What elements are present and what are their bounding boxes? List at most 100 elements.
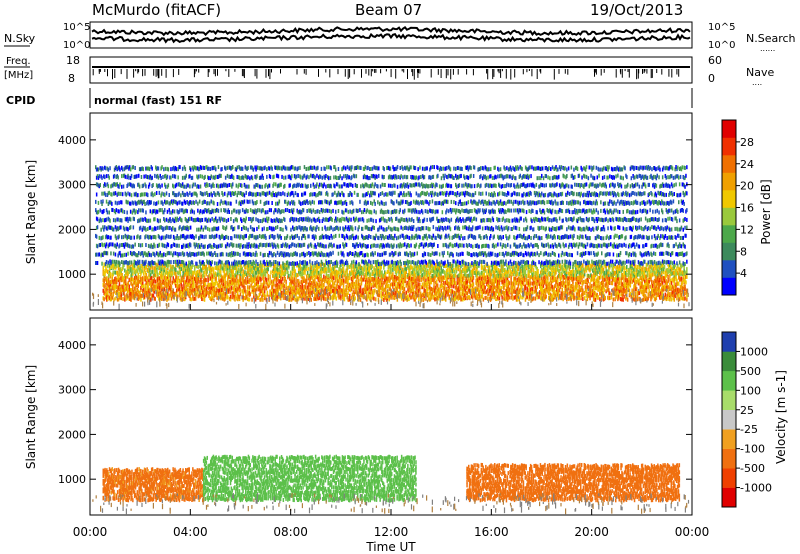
echo-cell (610, 263, 613, 268)
echo-cell (227, 290, 229, 294)
echo-cell (245, 280, 247, 285)
echo-cell (635, 291, 637, 296)
echo-cell (237, 263, 240, 268)
echo-cell (295, 285, 297, 290)
echo-cell (295, 272, 297, 277)
echo-cell (290, 297, 293, 302)
echo-cell (162, 271, 165, 276)
echo-cell (498, 284, 501, 289)
echo-cell (274, 283, 277, 288)
echo-cell (175, 273, 177, 278)
echo-cell (161, 277, 164, 282)
echo-cell (169, 278, 172, 283)
echo-cell (161, 273, 164, 278)
echo-cell (196, 276, 199, 281)
echo-cell (230, 285, 233, 290)
echo-cell (191, 275, 193, 280)
echo-cell (152, 293, 155, 298)
echo-cell (289, 286, 292, 291)
echo-cell (158, 266, 160, 271)
echo-cell (123, 276, 125, 281)
echo-cell (214, 290, 217, 295)
echo-cell (123, 288, 125, 293)
echo-cell (375, 284, 378, 289)
echo-cell (104, 290, 106, 295)
echo-cell (211, 278, 213, 283)
echo-cell (131, 282, 133, 287)
echo-cell (230, 281, 233, 285)
echo-cell (335, 296, 338, 301)
echo-cell (256, 278, 259, 283)
echo-cell (323, 282, 325, 287)
echo-cell (508, 265, 511, 269)
echo-cell (185, 280, 187, 285)
echo-cell (205, 270, 208, 275)
echo-cell (214, 271, 217, 276)
echo-cell (293, 288, 295, 293)
echo-cell (652, 272, 654, 277)
echo-cell (158, 291, 160, 296)
echo-cell (231, 273, 234, 277)
echo-cell (156, 264, 158, 269)
echo-cell (197, 264, 200, 269)
echo-cell (142, 293, 144, 298)
echo-cell (323, 274, 325, 279)
echo-cell (508, 287, 511, 292)
echo-cell (127, 288, 130, 293)
echo-cell (125, 270, 128, 275)
echo-cell (283, 274, 286, 279)
echo-cell (347, 291, 349, 295)
echo-cell (108, 296, 111, 301)
echo-cell (236, 296, 238, 301)
echo-cell (181, 263, 183, 268)
echo-cell (107, 279, 110, 284)
echo-cell (170, 273, 173, 278)
echo-cell (221, 293, 224, 298)
echo-cell (436, 279, 438, 284)
echo-cell (118, 291, 121, 296)
echo-cell (178, 278, 181, 283)
echo-cell (239, 287, 242, 292)
echo-cell (201, 279, 203, 284)
echo-cell (416, 282, 418, 286)
echo-cell (103, 270, 105, 275)
echo-cell (140, 288, 142, 292)
echo-cell (236, 285, 238, 290)
echo-cell (263, 272, 266, 276)
echo-cell (129, 291, 131, 296)
echo-cell (254, 263, 257, 268)
echo-cell (120, 276, 122, 281)
echo-cell (485, 295, 487, 300)
echo-cell (254, 273, 257, 278)
echo-cell (298, 271, 301, 276)
echo-cell (352, 264, 355, 268)
echo-cell (253, 294, 255, 299)
echo-cell (212, 267, 215, 272)
echo-cell (472, 275, 475, 280)
echo-cell (158, 296, 160, 301)
echo-cell (109, 282, 112, 287)
echo-cell (281, 268, 284, 273)
echo-cell (171, 267, 174, 272)
echo-cell (204, 277, 207, 282)
echo-cell (269, 263, 271, 268)
echo-cell (185, 285, 187, 290)
echo-cell (133, 278, 135, 283)
echo-cell (197, 276, 200, 281)
freq-left-tick-bottom: 8 (68, 72, 75, 85)
echo-cell (300, 285, 303, 290)
echo-cell (272, 267, 275, 271)
echo-cell (288, 263, 290, 268)
echo-cell (154, 270, 156, 274)
echo-cell (292, 267, 295, 272)
echo-cell (121, 288, 123, 293)
echo-cell (150, 293, 153, 298)
echo-cell (370, 286, 373, 291)
echo-cell (165, 288, 167, 293)
echo-cell (265, 280, 268, 285)
echo-cell (215, 290, 217, 295)
echo-cell (141, 277, 143, 282)
echo-cell (131, 294, 133, 299)
echo-cell (122, 296, 124, 301)
echo-cell (298, 266, 301, 271)
